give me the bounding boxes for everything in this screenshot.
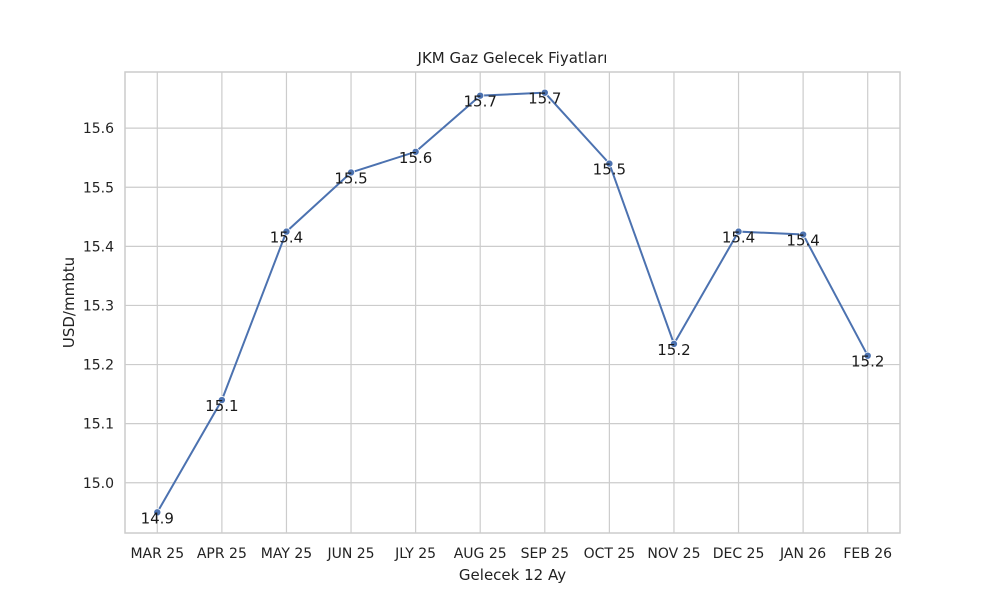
data-point [540, 88, 549, 97]
chart-title: JKM Gaz Gelecek Fiyatları [417, 49, 608, 67]
data-point [411, 147, 420, 156]
x-tick-label: SEP 25 [521, 546, 569, 562]
x-tick-label: NOV 25 [647, 546, 700, 562]
data-point [799, 230, 808, 239]
data-label: 15.5 [593, 161, 626, 179]
series-layer: 14.9 15.1 15.4 15.5 15.6 15.7 15.7 15.5 15.2 15.4… [141, 88, 884, 527]
x-axis-label: Gelecek 12 Ay [459, 566, 566, 584]
series-line [156, 91, 869, 513]
x-tick-label: JAN 26 [779, 546, 826, 562]
y-axis-label: USD/mmbtu [60, 257, 78, 348]
data-label: 15.7 [528, 90, 561, 108]
y-tick-label: 15.2 [83, 358, 114, 374]
y-tick-label: 15.1 [83, 417, 114, 433]
x-tick-label: FEB 26 [843, 546, 892, 562]
x-tick-label: JUN 25 [326, 546, 374, 562]
data-label: 15.4 [722, 229, 755, 247]
data-label: 15.4 [270, 229, 303, 247]
data-label: 15.6 [399, 149, 432, 167]
y-tick-label: 15.0 [83, 476, 114, 492]
y-tick-label: 15.5 [83, 180, 114, 196]
x-tick-label: AUG 25 [454, 546, 507, 562]
data-point [669, 339, 678, 348]
x-tick-label: DEC 25 [713, 546, 765, 562]
data-point [153, 508, 162, 517]
data-point [347, 168, 356, 177]
y-tick-label: 15.6 [83, 121, 114, 137]
plot-frame [124, 71, 901, 534]
y-tick-label: 15.4 [83, 239, 114, 255]
data-label: 14.9 [141, 509, 174, 527]
data-label: 15.5 [334, 169, 367, 187]
x-tick-label: JLY 25 [394, 546, 436, 562]
data-label: 15.4 [786, 232, 819, 250]
data-point [282, 227, 291, 236]
x-axis-ticks: MAR 25 APR 25 MAY 25 JUN 25 JLY 25 AUG 25 SEP … [130, 546, 892, 562]
data-point [476, 91, 485, 100]
data-label: 15.2 [657, 341, 690, 359]
data-label: 15.7 [464, 93, 497, 111]
x-tick-label: OCT 25 [584, 546, 636, 562]
x-tick-label: APR 25 [197, 546, 247, 562]
data-point [863, 351, 872, 360]
grid-lines [125, 72, 900, 533]
data-label: 15.1 [205, 397, 238, 415]
data-point [605, 159, 614, 168]
x-tick-label: MAY 25 [261, 546, 312, 562]
y-tick-label: 15.3 [83, 298, 114, 314]
x-tick-label: MAR 25 [130, 546, 184, 562]
data-label: 15.2 [851, 353, 884, 371]
data-point [217, 396, 226, 405]
y-axis-ticks: 15.0 15.1 15.2 15.3 15.4 15.5 15.6 [83, 121, 114, 492]
data-point [734, 227, 743, 236]
